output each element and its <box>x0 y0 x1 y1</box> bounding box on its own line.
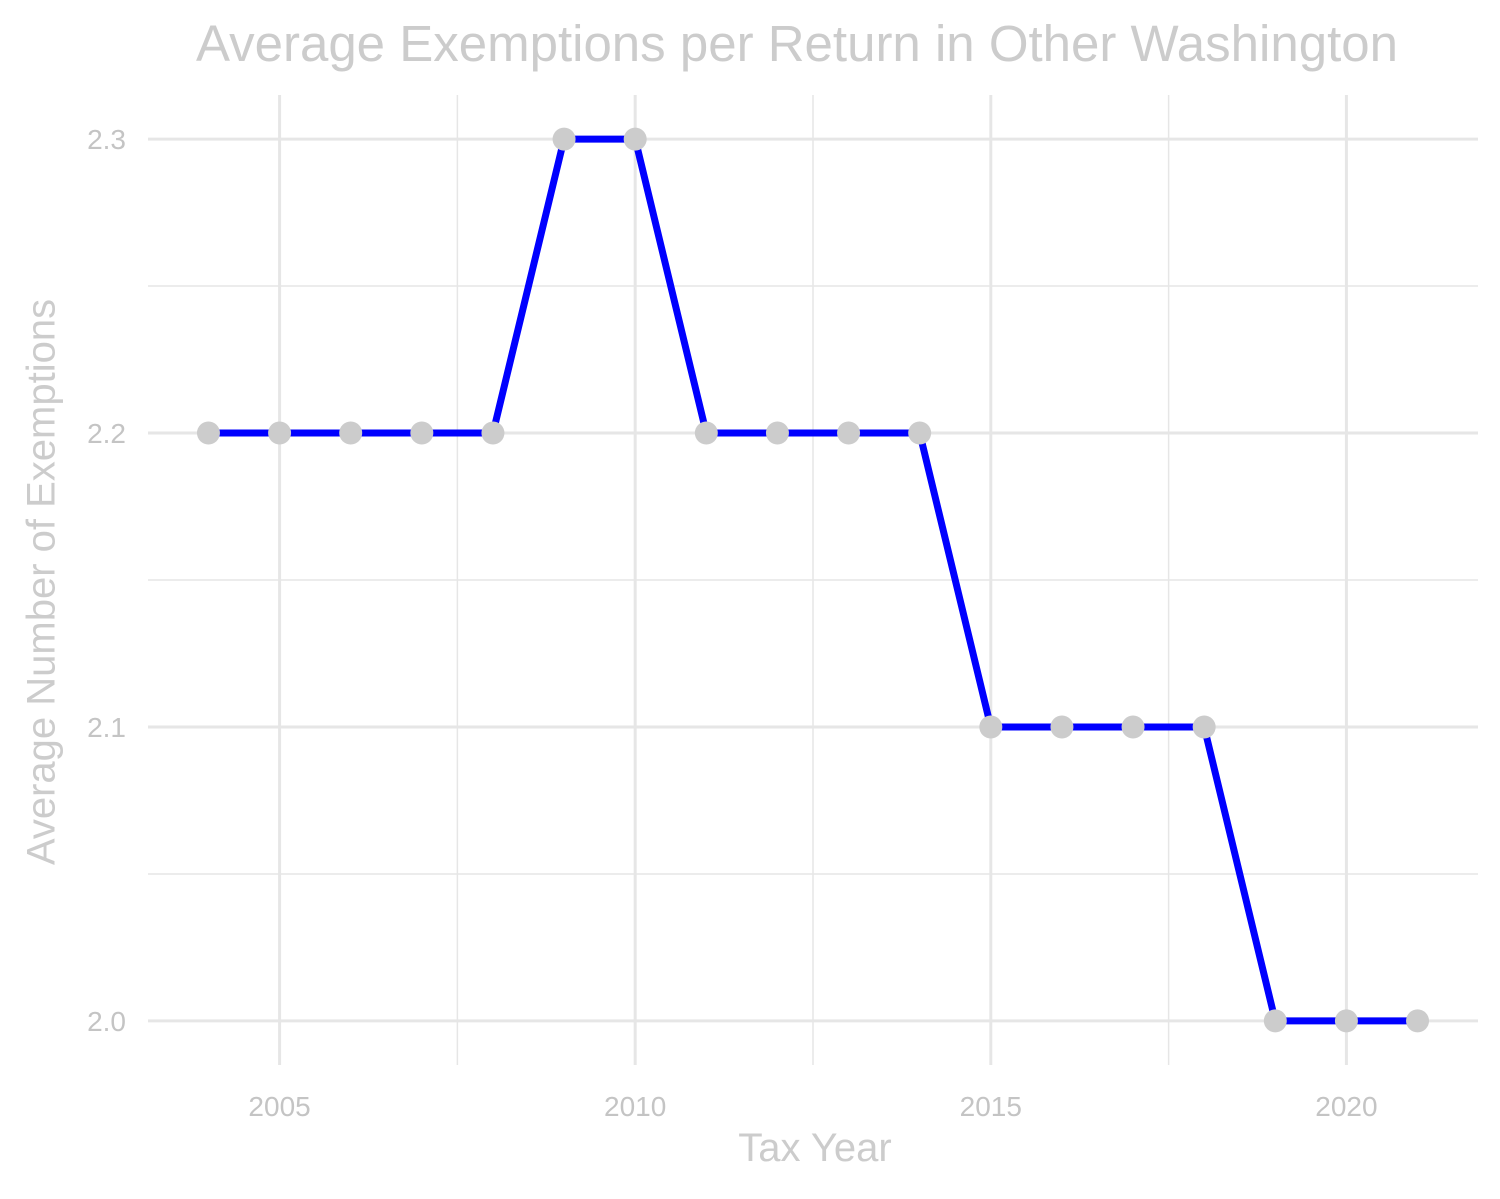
data-point <box>196 421 220 445</box>
y-tick-label: 2.0 <box>87 1006 126 1037</box>
chart-title: Average Exemptions per Return in Other W… <box>196 15 1398 72</box>
y-tick-label: 2.2 <box>87 418 126 449</box>
data-point <box>410 421 434 445</box>
data-point <box>837 421 861 445</box>
data-point <box>1406 1009 1430 1033</box>
x-axis-title: Tax Year <box>738 1126 892 1170</box>
data-point <box>1121 715 1145 739</box>
data-point <box>1263 1009 1287 1033</box>
data-point <box>481 421 505 445</box>
y-tick-label: 2.3 <box>87 124 126 155</box>
point-layer <box>196 127 1430 1033</box>
y-tick-label: 2.1 <box>87 712 126 743</box>
data-point <box>552 127 576 151</box>
data-point <box>694 421 718 445</box>
data-point <box>908 421 932 445</box>
x-tick-label: 2020 <box>1315 1091 1377 1122</box>
tick-layer: 2005 2010 2015 2020 2.0 2.1 2.2 2.3 <box>87 124 1378 1122</box>
data-point <box>1334 1009 1358 1033</box>
series-line <box>208 135 1418 1025</box>
data-point <box>268 421 292 445</box>
data-point <box>979 715 1003 739</box>
data-point <box>1192 715 1216 739</box>
data-point <box>623 127 647 151</box>
x-tick-label: 2005 <box>248 1091 310 1122</box>
series-layer <box>208 135 1418 1025</box>
grid-layer <box>148 95 1478 1065</box>
data-point <box>339 421 363 445</box>
data-point <box>765 421 789 445</box>
x-tick-label: 2010 <box>604 1091 666 1122</box>
x-tick-label: 2015 <box>960 1091 1022 1122</box>
data-point <box>1050 715 1074 739</box>
